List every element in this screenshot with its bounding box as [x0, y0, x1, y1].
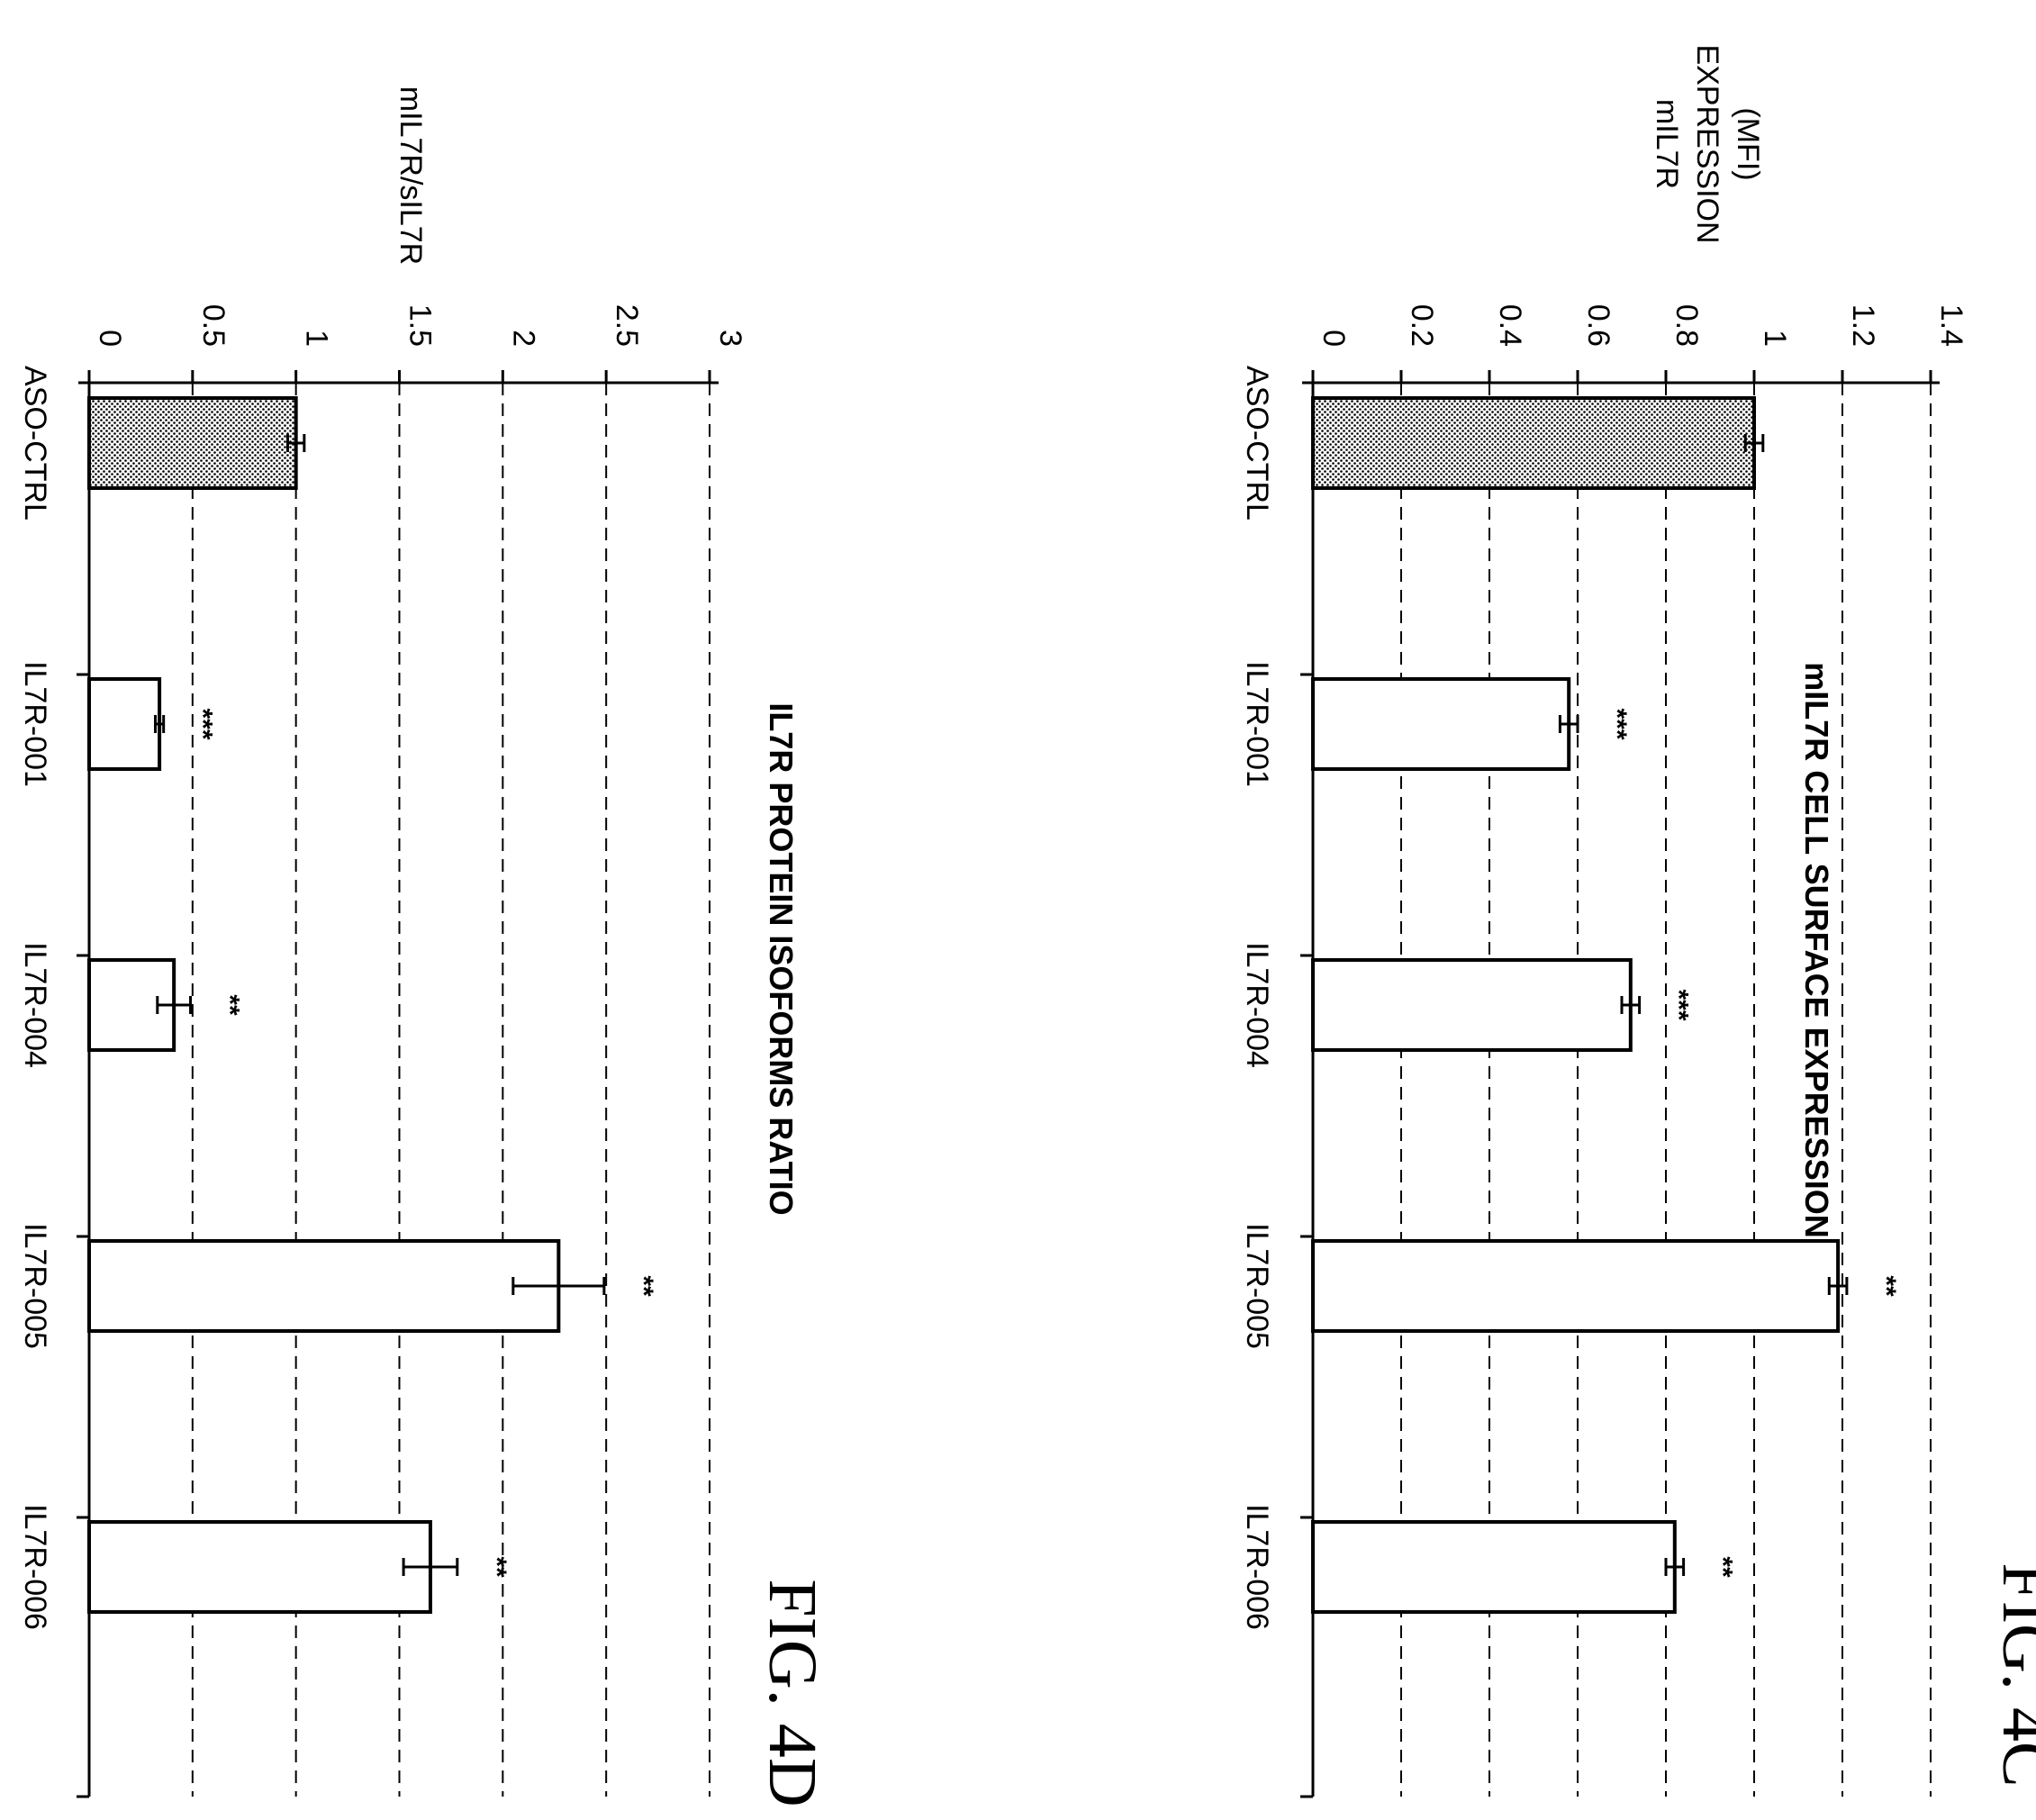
significance-marker: ** — [482, 1556, 511, 1578]
significance-marker: *** — [188, 708, 218, 739]
category-label: ASO-CTRL — [1240, 366, 1274, 521]
category-label: IL7R-004 — [18, 942, 52, 1068]
significance-marker: ** — [215, 994, 245, 1016]
value-tick-label: 2 — [506, 330, 540, 347]
value-tick-label: 3 — [713, 330, 747, 347]
value-tick-label: 0.8 — [1670, 304, 1704, 347]
value-tick-label: 2.5 — [610, 304, 644, 347]
significance-marker: ** — [1871, 1275, 1901, 1297]
chart-panel-2: 0 0.5 1 1.5 2 2.5 3 ASO-CTRL *** IL7R-001 ** IL7R-0… — [18, 86, 830, 1807]
bar-aso-ctrl — [1311, 396, 1756, 490]
value-tick-label: 1.4 — [1934, 304, 1968, 347]
figure-label: FIG. 4D — [755, 1579, 830, 1806]
value-tick-label: 0.2 — [1405, 304, 1439, 347]
chart-panel-1: 0 0.2 0.4 0.6 0.8 1 1.2 1.4 ASO-CTRL *** IL7R-001 *… — [1240, 44, 2036, 1798]
category-label: IL7R-005 — [18, 1223, 52, 1349]
y-axis-label: EXPRESSION — [1690, 44, 1724, 243]
category-label: IL7R-005 — [1240, 1223, 1274, 1349]
bar-il7r-006 — [87, 1520, 432, 1614]
value-tick-label: 0 — [1317, 330, 1351, 347]
y-axis-label: mIL7R — [1650, 99, 1684, 189]
significance-marker: *** — [1602, 708, 1632, 739]
chart-title: IL7R PROTEIN ISOFORMS RATIO — [763, 702, 800, 1215]
value-tick-label: 1.5 — [403, 304, 438, 347]
value-tick-label: 1.2 — [1846, 304, 1880, 347]
chart-title: mIL7R CELL SURFACE EXPRESSION — [1798, 662, 1835, 1237]
category-label: IL7R-001 — [18, 661, 52, 787]
category-label: IL7R-006 — [18, 1504, 52, 1630]
value-tick-label: 1 — [1758, 330, 1792, 347]
bar-aso-ctrl — [87, 396, 298, 490]
value-tick-label: 0.4 — [1493, 304, 1527, 347]
figure-label: FIG. 4C — [1988, 1562, 2036, 1787]
value-tick-label: 1 — [300, 330, 334, 347]
significance-marker: ** — [1708, 1556, 1738, 1578]
bar-il7r-006 — [1311, 1520, 1677, 1614]
category-label: IL7R-001 — [1240, 661, 1274, 787]
value-tick-label: 0.5 — [196, 304, 231, 347]
bar-il7r-005 — [1311, 1239, 1841, 1333]
y-axis-label: (MFI) — [1731, 107, 1765, 180]
significance-marker: *** — [1664, 989, 1694, 1020]
value-tick-label: 0.6 — [1581, 304, 1615, 347]
value-tick-label: 0 — [93, 330, 127, 347]
bar-il7r-005 — [87, 1239, 561, 1333]
category-label: IL7R-006 — [1240, 1504, 1274, 1630]
bar-il7r-001 — [87, 677, 162, 771]
bar-il7r-004 — [1311, 958, 1633, 1052]
category-label: IL7R-004 — [1240, 942, 1274, 1068]
significance-marker: ** — [629, 1275, 658, 1297]
y-axis-label: mIL7R/sIL7R — [394, 86, 428, 265]
bar-il7r-001 — [1311, 677, 1571, 771]
category-label: ASO-CTRL — [18, 366, 52, 521]
